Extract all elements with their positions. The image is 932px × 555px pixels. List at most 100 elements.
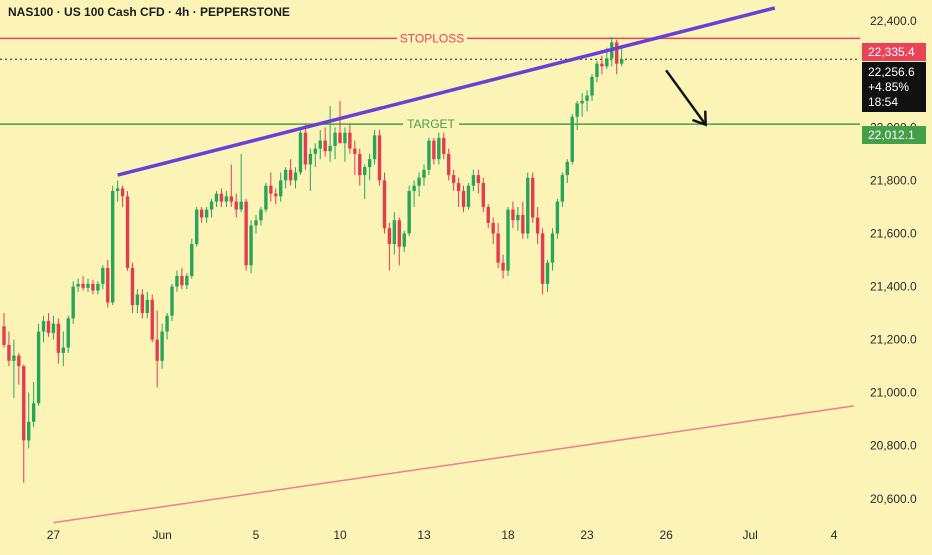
projection-arrow-head: [692, 110, 707, 127]
candle-body: [358, 153, 362, 176]
y-tick-label: 21,400.0: [870, 280, 917, 294]
candle-body: [190, 244, 194, 276]
target-price-value: 22,012.1: [868, 128, 915, 142]
candle-body: [570, 116, 574, 162]
candle-body: [249, 225, 253, 266]
candle-body: [535, 217, 540, 234]
candle-body: [145, 299, 149, 314]
candle-body: [491, 222, 495, 234]
candle-body: [17, 355, 21, 367]
candle-body: [269, 185, 273, 194]
x-tick-label: Jun: [152, 528, 171, 542]
candle-body: [244, 201, 248, 266]
candle-body: [605, 58, 609, 67]
candle-body: [41, 321, 46, 332]
y-tick-label: 20,600.0: [870, 492, 917, 506]
x-tick-label: 18: [501, 528, 515, 542]
candle-body: [323, 140, 327, 152]
candle-body: [259, 209, 263, 221]
candle-body: [170, 286, 174, 316]
candle-body: [150, 299, 154, 340]
candle-body: [2, 326, 6, 345]
candle-body: [422, 169, 426, 178]
candle-body: [165, 315, 169, 332]
candle-body: [71, 286, 75, 319]
candle-body: [565, 161, 569, 176]
candle-body: [239, 201, 243, 210]
candle-body: [81, 283, 85, 288]
candle-body: [501, 262, 505, 271]
candle-body: [51, 323, 56, 333]
level-label-stoploss: STOPLOSS: [400, 31, 464, 45]
candle-body: [204, 209, 209, 218]
candle-body: [209, 201, 214, 210]
candle-body: [437, 137, 441, 160]
candle-body: [447, 153, 451, 176]
candle-body: [234, 201, 238, 210]
trendline-resistance: [117, 6, 776, 177]
candle-body: [343, 132, 347, 144]
candle-body: [417, 177, 421, 186]
candle-body: [521, 214, 525, 234]
candle-body: [338, 132, 342, 144]
candle-body: [476, 175, 481, 184]
candle-body: [111, 191, 115, 303]
candle-body: [274, 193, 278, 197]
candle-body: [130, 267, 135, 306]
candle-body: [298, 132, 303, 173]
candle-body: [160, 331, 164, 361]
y-tick-label: 21,200.0: [870, 333, 917, 347]
candle-body: [224, 196, 229, 202]
candle-body: [155, 339, 159, 361]
candle-body: [12, 355, 16, 361]
candle-body: [550, 233, 555, 263]
candle-body: [303, 132, 308, 165]
candle-body: [91, 283, 95, 291]
candle-body: [595, 63, 599, 77]
level-label-bg: [397, 30, 467, 47]
x-tick-label: 23: [580, 528, 594, 542]
candle-body: [363, 167, 367, 176]
candle-body: [615, 42, 619, 64]
x-tick-label: 26: [659, 528, 673, 542]
last-price-tag: 22,256.6 +4.85% 18:54: [862, 62, 926, 112]
x-tick-label: 13: [417, 528, 431, 542]
candle-body: [195, 209, 199, 245]
trendline-support: [53, 405, 854, 524]
last-price-change: +4.85%: [868, 80, 910, 94]
candle-body: [382, 180, 387, 229]
candle-body: [333, 132, 337, 146]
candle-body: [456, 183, 461, 192]
candle-body: [283, 169, 288, 181]
candle-body: [540, 233, 545, 284]
candle-body: [531, 177, 535, 218]
x-tick-label: 10: [333, 528, 347, 542]
candle-body: [7, 344, 11, 361]
candle-body: [199, 209, 204, 218]
candle-body: [432, 140, 436, 160]
y-tick-label: 21,000.0: [870, 386, 917, 400]
candle-body: [545, 262, 550, 284]
candle-body: [511, 209, 515, 221]
target-price-tag: 22,012.1: [862, 126, 926, 144]
last-price-value: 22,256.6: [868, 65, 915, 79]
candle-body: [466, 185, 471, 207]
candle-body: [407, 191, 411, 234]
candle-body: [496, 233, 500, 263]
candle-body: [31, 403, 36, 422]
candle-body: [56, 323, 61, 353]
x-tick-label: Jul: [742, 528, 757, 542]
candle-body: [115, 188, 120, 192]
level-label-target: TARGET: [407, 117, 455, 131]
candle-body: [516, 214, 520, 221]
candle-body: [560, 175, 565, 202]
candle-body: [46, 321, 51, 333]
candle-body: [76, 283, 80, 287]
candle-body: [486, 206, 490, 223]
candle-body: [219, 193, 224, 202]
y-tick-label: 22,400.0: [870, 14, 917, 28]
candle-body: [27, 421, 31, 441]
x-tick-label: 5: [253, 528, 260, 542]
